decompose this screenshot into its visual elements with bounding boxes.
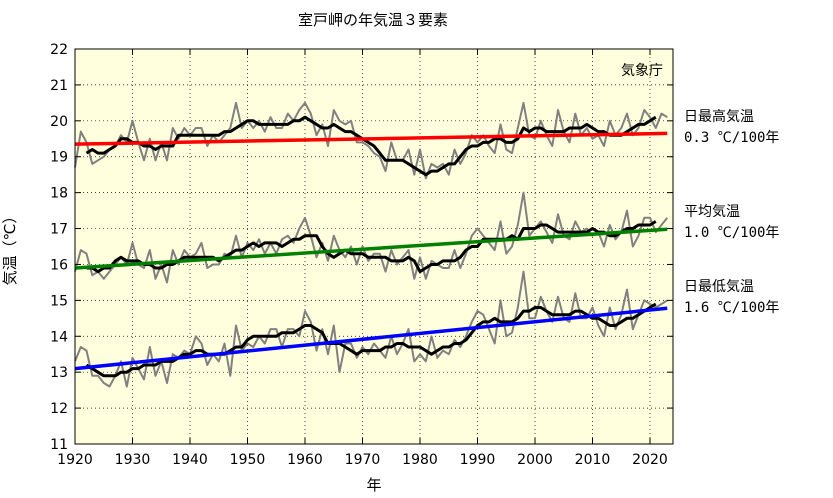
y-tick-label: 20 bbox=[50, 114, 68, 130]
x-tick-label: 1960 bbox=[287, 452, 323, 468]
y-tick-label: 11 bbox=[50, 437, 68, 453]
y-tick-label: 18 bbox=[50, 186, 68, 202]
x-tick-label: 1950 bbox=[230, 452, 266, 468]
x-tick-label: 1930 bbox=[115, 452, 151, 468]
annual-line-tmax bbox=[74, 101, 668, 180]
plot-area bbox=[75, 49, 673, 444]
x-tick-label: 1920 bbox=[57, 452, 93, 468]
ticks: 1920 1930 1940 1950 1960 1970 1980 1990 2000 2010… bbox=[50, 42, 673, 468]
series-tmax bbox=[74, 101, 668, 180]
y-tick-label: 12 bbox=[50, 401, 68, 417]
x-tick-label: 1990 bbox=[460, 452, 496, 468]
x-axis-label: 年 bbox=[366, 476, 381, 494]
series-layer bbox=[74, 101, 669, 388]
y-tick-label: 21 bbox=[50, 78, 68, 94]
series-tmin bbox=[74, 270, 668, 388]
x-tick-label: 2000 bbox=[517, 452, 553, 468]
trend-rate-tmax: 0.3 ℃/100年 bbox=[684, 130, 779, 146]
chart-title: 室戸岬の年気温３要素 bbox=[298, 11, 448, 29]
series-name-tavg: 平均気温 bbox=[684, 204, 740, 220]
y-tick-label: 19 bbox=[50, 150, 68, 166]
source-label: 気象庁 bbox=[621, 63, 663, 79]
y-axis-label: 気温（℃） bbox=[1, 209, 19, 286]
moving-average-line-tavg bbox=[86, 220, 657, 274]
annual-line-tmin bbox=[74, 270, 668, 388]
moving-average-line-tmax bbox=[85, 115, 657, 177]
series-name-tmin: 日最低気温 bbox=[684, 279, 754, 295]
x-tick-label: 1940 bbox=[172, 452, 208, 468]
x-tick-label: 1970 bbox=[345, 452, 381, 468]
y-tick-label: 13 bbox=[50, 365, 68, 381]
trend-line-tmax bbox=[74, 131, 668, 146]
y-tick-label: 14 bbox=[50, 329, 68, 345]
x-tick-label: 2010 bbox=[575, 452, 611, 468]
y-tick-label: 16 bbox=[50, 257, 68, 273]
y-tick-label: 15 bbox=[50, 293, 68, 309]
x-tick-label: 2020 bbox=[632, 452, 668, 468]
series-name-tmax: 日最高気温 bbox=[684, 108, 754, 125]
trend-line-tavg bbox=[74, 227, 668, 270]
series-tavg bbox=[74, 191, 669, 284]
x-tick-label: 1980 bbox=[402, 452, 438, 468]
y-tick-label: 17 bbox=[50, 222, 68, 238]
y-tick-label: 22 bbox=[50, 42, 68, 58]
trend-line-tmin bbox=[74, 306, 668, 371]
plot-frame bbox=[74, 48, 674, 445]
trend-rate-tavg: 1.0 ℃/100年 bbox=[684, 225, 779, 241]
trend-rate-tmin: 1.6 ℃/100年 bbox=[684, 300, 779, 316]
